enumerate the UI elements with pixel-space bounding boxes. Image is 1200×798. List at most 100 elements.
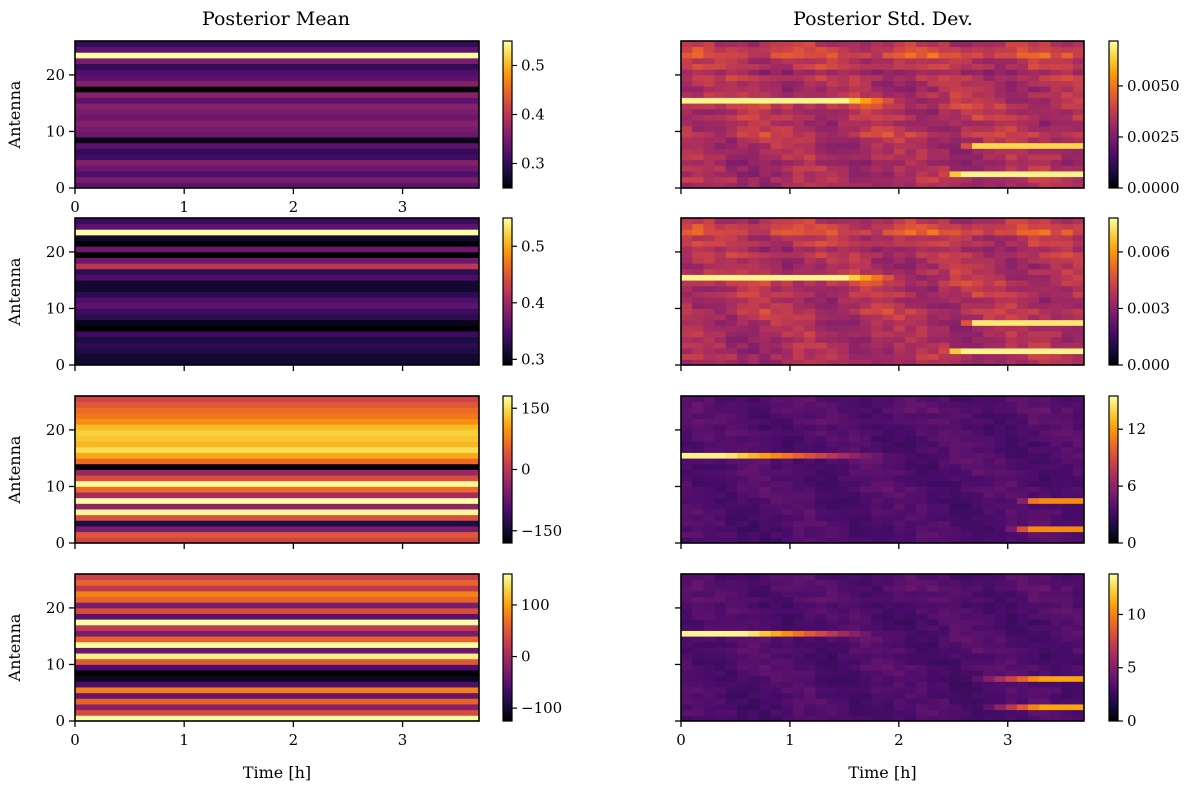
heatmap-cell xyxy=(815,348,827,355)
heatmap-cell xyxy=(1016,331,1029,338)
x-tick-label: 3 xyxy=(398,731,408,749)
heatmap-cell xyxy=(983,407,995,414)
heatmap-cell xyxy=(893,475,906,482)
heatmap-cell xyxy=(848,291,861,298)
heatmap-cell xyxy=(703,69,715,76)
heatmap-cell xyxy=(748,492,760,499)
y-tick-label: 20 xyxy=(46,599,65,617)
heatmap-cell xyxy=(815,131,827,138)
heatmap-cell xyxy=(781,497,794,504)
heatmap-cell xyxy=(871,218,883,225)
heatmap-cell xyxy=(815,108,827,115)
heatmap-cell xyxy=(748,336,760,343)
heatmap-cell xyxy=(904,308,917,315)
x-tick-label: 3 xyxy=(398,198,408,216)
heatmap-cell xyxy=(748,401,760,408)
heatmap-cell xyxy=(736,704,749,711)
heatmap-cell xyxy=(927,274,939,281)
heatmap-cell xyxy=(927,57,939,65)
heatmap-cell xyxy=(703,131,715,138)
heatmap-cell xyxy=(1028,458,1040,465)
heatmap-cell xyxy=(960,647,973,654)
heatmap-cell xyxy=(916,97,928,104)
heatmap-cell xyxy=(781,452,794,459)
heatmap-cell xyxy=(1050,342,1063,349)
heatmap-cell xyxy=(949,429,962,436)
heatmap-cell xyxy=(692,401,704,408)
heatmap-cell xyxy=(714,331,727,338)
heatmap-cell xyxy=(736,263,749,270)
heatmap-cell xyxy=(837,74,850,81)
heatmap-cell xyxy=(893,131,906,138)
heatmap-cell xyxy=(815,698,827,705)
heatmap-cell xyxy=(983,280,995,287)
heatmap-cell xyxy=(748,704,760,711)
heatmap-row-antenna-22 xyxy=(681,234,1085,242)
heatmap-cell xyxy=(882,353,895,360)
heatmap-cell xyxy=(927,698,939,705)
heatmap-cell xyxy=(681,176,693,183)
heatmap-cell xyxy=(736,359,749,366)
heatmap-cell xyxy=(960,630,973,637)
heatmap-cell xyxy=(681,687,693,694)
heatmap-cell xyxy=(703,590,715,598)
heatmap-cell xyxy=(725,319,738,326)
heatmap-cell xyxy=(1016,463,1029,470)
heatmap-cell xyxy=(848,396,861,403)
heatmap-cell xyxy=(681,641,693,648)
heatmap-row-antenna-17 xyxy=(681,263,1085,270)
heatmap-cell xyxy=(904,234,917,242)
heatmap-cell xyxy=(792,526,805,533)
heatmap-cell xyxy=(960,103,973,110)
heatmap-cell xyxy=(826,687,839,694)
heatmap-cell xyxy=(781,125,794,132)
heatmap-cell xyxy=(904,103,917,110)
plot-frame xyxy=(680,40,1085,189)
heatmap-cell xyxy=(781,331,794,338)
heatmap-cell xyxy=(949,325,962,332)
heatmap-cell xyxy=(1061,458,1074,465)
heatmap-cell xyxy=(1039,52,1051,59)
heatmap-cell xyxy=(804,223,816,230)
heatmap-cell xyxy=(994,619,1007,626)
heatmap-cell xyxy=(860,263,872,270)
heatmap-cell xyxy=(703,285,715,292)
heatmap-cell xyxy=(748,274,760,281)
heatmap-cell xyxy=(826,602,839,609)
heatmap-cell xyxy=(759,647,771,654)
heatmap-cell xyxy=(916,452,928,459)
heatmap-cell xyxy=(1016,182,1029,189)
heatmap-cell xyxy=(1005,692,1018,699)
heatmap-cell xyxy=(960,308,973,315)
y-tick-label: 0 xyxy=(55,534,65,552)
heatmap-cell xyxy=(871,647,883,654)
heatmap-cell xyxy=(781,396,794,403)
heatmap-cell xyxy=(826,630,839,637)
heatmap-cell xyxy=(1016,218,1029,225)
heatmap-cell xyxy=(1016,585,1029,592)
heatmap-cell xyxy=(960,520,973,527)
heatmap-cell xyxy=(860,480,872,487)
heatmap-cell xyxy=(837,435,850,442)
heatmap-cell xyxy=(893,670,906,677)
heatmap-cell xyxy=(916,297,928,304)
heatmap-cell xyxy=(736,319,749,326)
heatmap-cell xyxy=(882,412,895,420)
heatmap-cell xyxy=(804,585,816,592)
heatmap-cell xyxy=(994,148,1007,155)
heatmap-cell xyxy=(960,670,973,677)
heatmap-cell xyxy=(736,670,749,677)
heatmap-row-antenna-1 xyxy=(75,709,479,716)
heatmap-cell xyxy=(826,114,839,121)
heatmap-cell xyxy=(703,647,715,654)
heatmap-cell xyxy=(781,709,794,716)
heatmap-cell xyxy=(949,441,962,448)
heatmap-cell xyxy=(938,531,951,538)
heatmap-cell xyxy=(837,709,850,716)
heatmap-cell xyxy=(837,429,850,436)
heatmap-cell xyxy=(1028,647,1040,654)
heatmap-cell xyxy=(1072,223,1085,230)
heatmap-cell xyxy=(1016,469,1029,476)
heatmap-cell xyxy=(770,46,783,53)
heatmap-cell xyxy=(792,480,805,487)
